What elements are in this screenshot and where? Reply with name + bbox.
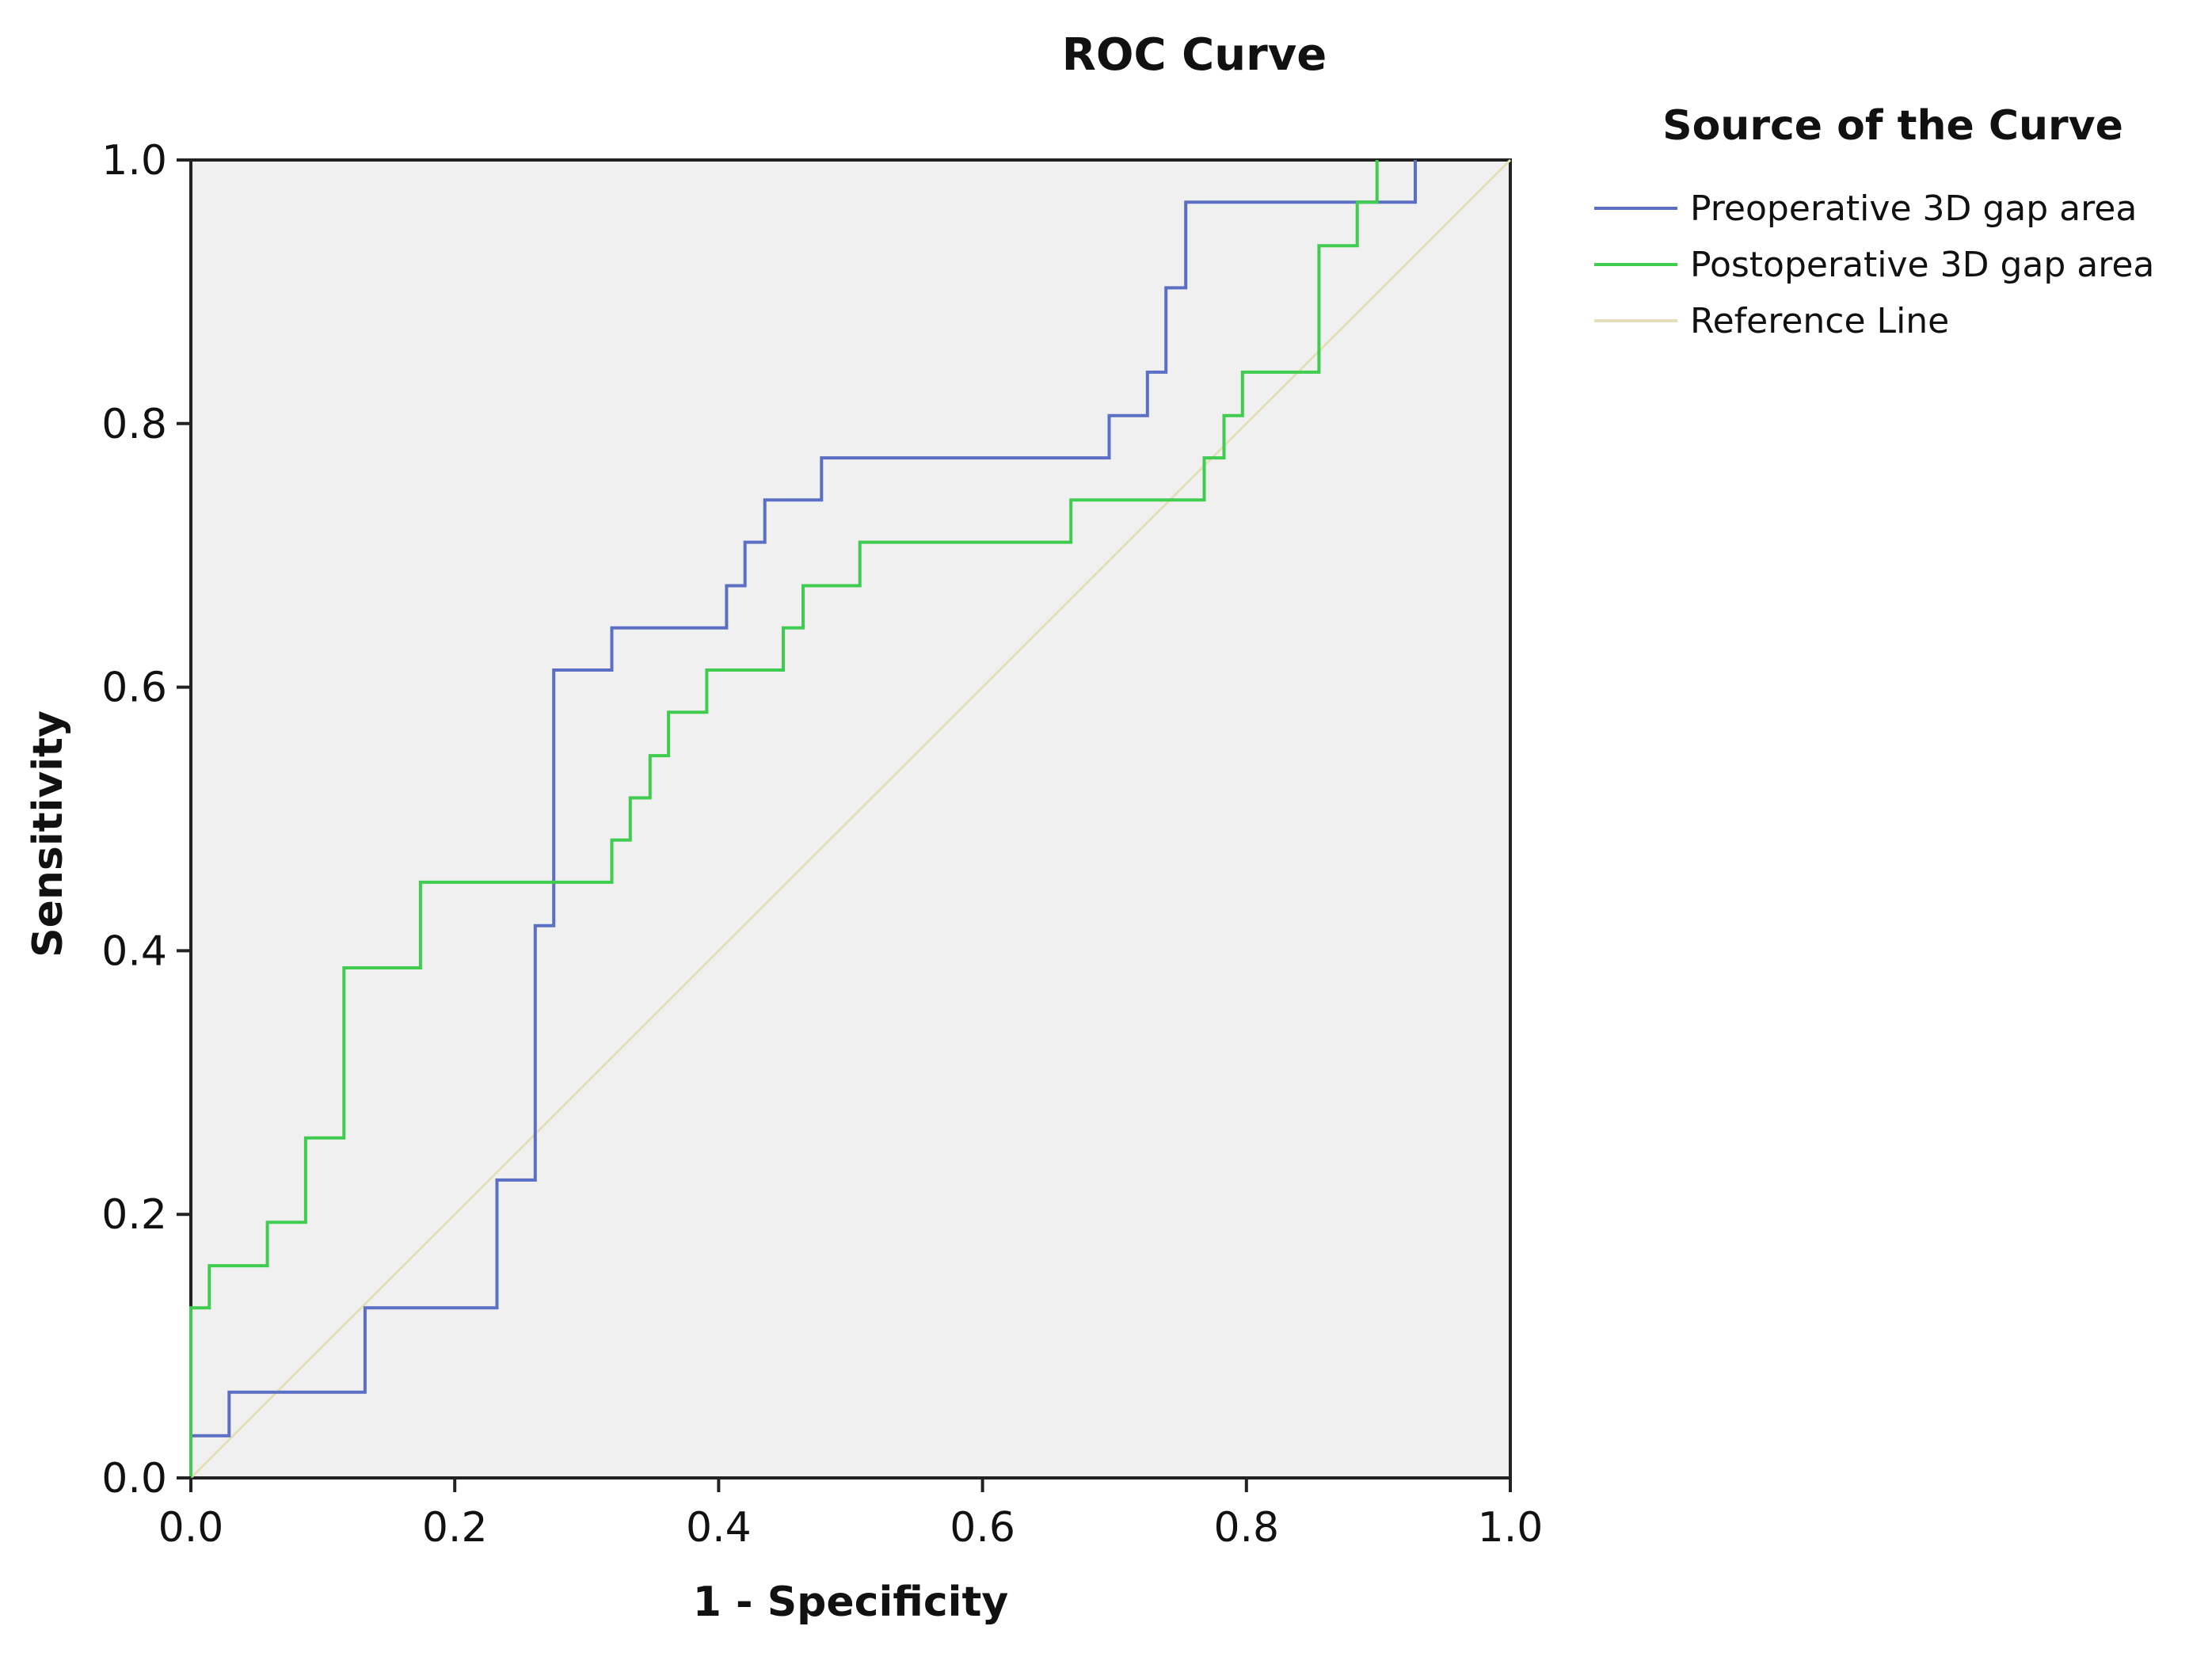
x-tick-label: 0.4 <box>686 1504 752 1552</box>
legend-items: Preoperative 3D gap area Postoperative 3D… <box>1594 189 2154 341</box>
y-tick-label: 0.2 <box>101 1191 167 1239</box>
chart-title: ROC Curve <box>1062 29 1327 81</box>
y-tick-label: 1.0 <box>101 137 167 185</box>
series-line-reference-line <box>189 158 1512 1479</box>
x-tick-label: 1.0 <box>1478 1504 1544 1552</box>
x-tick-label: 0.2 <box>422 1504 488 1552</box>
legend-label: Reference Line <box>1690 301 1949 341</box>
y-tick-label: 0.0 <box>101 1455 167 1502</box>
legend: Source of the Curve Preoperative 3D gap … <box>1594 102 2154 341</box>
series-line-preoperative-3d-gap-area <box>189 160 1417 1478</box>
series-layer <box>189 160 1417 1478</box>
y-tick-label: 0.4 <box>101 927 167 975</box>
x-tick-label: 0.6 <box>950 1504 1015 1552</box>
x-tick-label: 0.0 <box>158 1504 224 1552</box>
x-tick-label: 0.8 <box>1213 1504 1279 1552</box>
y-axis-title: Sensitivity <box>25 710 72 958</box>
legend-label: Preoperative 3D gap area <box>1690 189 2137 229</box>
axes-layer: 0.0 0.2 0.4 0.6 0.8 1.0 0.0 0.2 0.4 0.6 0.8 1.0 <box>101 137 1543 1552</box>
reference-line-layer <box>189 158 1512 1479</box>
x-axis-title: 1 - Specificity <box>693 1579 1009 1626</box>
legend-item-preoperative-3d-gap-area: Preoperative 3D gap area <box>1594 189 2137 229</box>
y-tick-label: 0.8 <box>101 401 167 448</box>
y-tick-label: 0.6 <box>101 665 167 712</box>
legend-label: Postoperative 3D gap area <box>1690 245 2154 285</box>
legend-item-reference-line: Reference Line <box>1594 301 1949 341</box>
series-line-postoperative-3d-gap-area <box>189 160 1379 1478</box>
legend-item-postoperative-3d-gap-area: Postoperative 3D gap area <box>1594 245 2154 285</box>
legend-title: Source of the Curve <box>1662 102 2123 150</box>
